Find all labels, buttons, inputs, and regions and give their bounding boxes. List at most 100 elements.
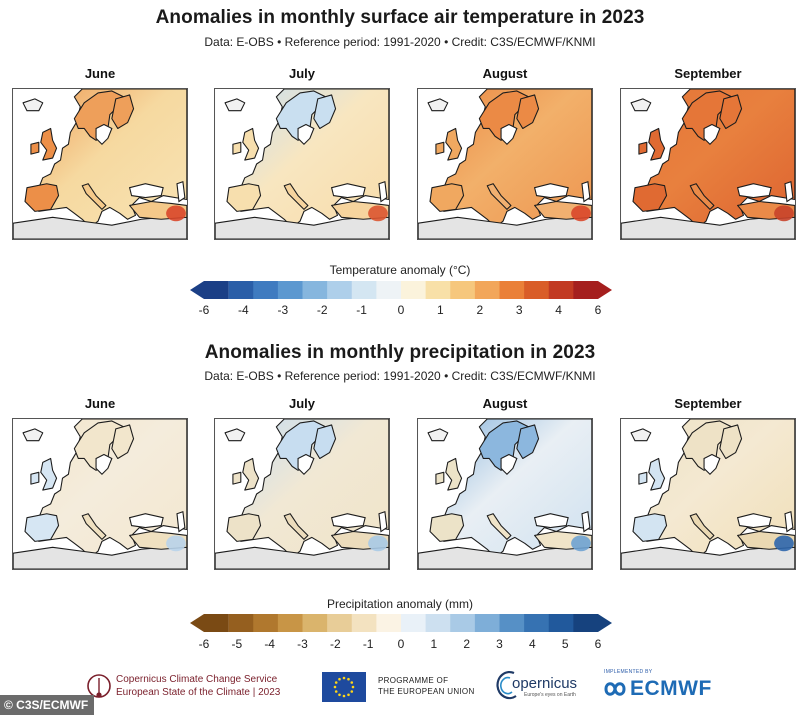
map-anomaly-patch xyxy=(166,205,186,222)
map-anomaly-patch xyxy=(571,205,591,222)
map-land-iberia xyxy=(226,513,262,542)
precip-colorbar-tick: -1 xyxy=(362,637,374,651)
map-land-iberia xyxy=(429,183,465,212)
map-land-italy xyxy=(283,183,309,210)
precip-colorbar-tick: 0 xyxy=(397,637,405,651)
temp-colorbar-swatch xyxy=(302,281,328,299)
temp-colorbar-swatch xyxy=(253,281,279,299)
map-land-italy xyxy=(486,183,512,210)
temp-colorbar-tick: 2 xyxy=(476,303,484,317)
map-land-italy xyxy=(689,183,715,210)
temp-colorbar-tick: -2 xyxy=(316,303,328,317)
map-land-ireland xyxy=(638,141,648,155)
temp-colorbar-swatch xyxy=(401,281,427,299)
precip-colorbar-title: Precipitation anomaly (mm) xyxy=(326,597,474,611)
map-land-africa xyxy=(418,214,592,239)
map-land-iberia xyxy=(24,183,60,212)
ecmwf-implemented-by: IMPLEMENTED BY xyxy=(604,669,653,675)
map-land-iceland xyxy=(630,98,652,112)
precip-colorbar-tick: 4 xyxy=(528,637,536,651)
eu-star-icon xyxy=(333,685,337,689)
temp-colorbar-tick: 3 xyxy=(515,303,523,317)
map-land-uk xyxy=(648,457,666,491)
map-land-iberia xyxy=(632,183,668,212)
copernicus-name: opernicus xyxy=(512,675,578,692)
map-land-scandinavia xyxy=(478,90,530,141)
map-land-finland xyxy=(719,94,743,130)
map-sea-black xyxy=(128,183,164,199)
precip-colorbar-swatch xyxy=(376,614,402,632)
precip-month-july: July xyxy=(288,396,315,411)
map-land-finland xyxy=(111,94,135,130)
temp-colorbar-swatch xyxy=(376,281,402,299)
map-land-africa xyxy=(13,544,187,569)
map-sea-black xyxy=(128,513,164,529)
temp-colorbar-swatch xyxy=(351,281,377,299)
map-land-finland xyxy=(516,94,540,130)
map-sea-caspian xyxy=(176,181,186,203)
map-anomaly-patch xyxy=(368,535,388,552)
precip-colorbar-swatch xyxy=(499,614,525,632)
map-sea-caspian xyxy=(378,511,388,533)
precip-map-june xyxy=(12,418,188,570)
map-land-africa xyxy=(621,214,795,239)
map-land-uk xyxy=(40,127,58,161)
eu-star-icon xyxy=(350,681,354,684)
eu-star-icon xyxy=(342,694,346,698)
temp-colorbar-swatch xyxy=(573,281,612,299)
map-sea-baltic xyxy=(500,123,518,146)
temp-colorbar-tick: -4 xyxy=(238,303,249,317)
temp-map-august xyxy=(417,88,593,240)
precip-month-june: June xyxy=(84,396,116,411)
map-land-iceland xyxy=(427,428,449,442)
temp-colorbar-swatch xyxy=(499,281,525,299)
credit-tag: © C3S/ECMWF xyxy=(0,695,95,715)
map-land-africa xyxy=(215,544,389,569)
copernicus-swoosh-icon xyxy=(496,670,517,700)
map-land-africa xyxy=(13,214,187,239)
map-land-iceland xyxy=(22,98,44,112)
temp-month-august: August xyxy=(482,66,528,81)
c3s-text: Copernicus Climate Change Service Europe… xyxy=(116,673,280,699)
c3s-line2: European State of the Climate | 2023 xyxy=(116,687,281,698)
map-land-scandinavia xyxy=(275,90,327,141)
precip-colorbar-swatch xyxy=(351,614,377,632)
temp-colorbar-swatch xyxy=(548,281,574,299)
precip-colorbar-swatch xyxy=(474,614,500,632)
map-land-ireland xyxy=(435,141,445,155)
temp-colorbar-tick: 0 xyxy=(397,303,405,317)
temp-month-july: July xyxy=(288,66,315,81)
eu-star-icon xyxy=(334,681,338,684)
temperature-title: Anomalies in monthly surface air tempera… xyxy=(155,7,645,28)
precip-colorbar-swatch xyxy=(425,614,451,632)
map-land-africa xyxy=(418,544,592,569)
precip-colorbar-tick: 3 xyxy=(496,637,503,651)
eu-star-icon xyxy=(338,693,341,697)
precip-map-july xyxy=(214,418,390,570)
temp-month-september: September xyxy=(674,66,742,81)
map-land-finland xyxy=(719,424,743,460)
precip-colorbar-swatch xyxy=(524,614,550,632)
map-land-uk xyxy=(648,127,666,161)
map-land-iberia xyxy=(24,513,60,542)
map-land-scandinavia xyxy=(275,420,327,471)
copernicus-sub: Europe's eyes on Earth xyxy=(524,692,576,698)
map-land-italy xyxy=(81,183,107,210)
map-land-uk xyxy=(445,457,463,491)
temp-colorbar-tick: 1 xyxy=(437,303,444,317)
precip-map-september xyxy=(620,418,796,570)
temp-colorbar-tick: 6 xyxy=(594,303,602,317)
map-land-ireland xyxy=(30,141,40,155)
map-sea-baltic xyxy=(500,453,518,476)
temperature-subtitle: Data: E-OBS • Reference period: 1991-202… xyxy=(204,35,596,49)
eu-star-icon xyxy=(338,677,341,681)
map-sea-caspian xyxy=(581,181,591,203)
map-sea-black xyxy=(736,183,772,199)
map-land-ireland xyxy=(232,141,242,155)
map-land-iceland xyxy=(630,428,652,442)
map-sea-caspian xyxy=(581,511,591,533)
precip-colorbar-tick: -5 xyxy=(231,637,243,651)
map-sea-black xyxy=(330,183,366,199)
map-sea-caspian xyxy=(784,181,794,203)
map-land-uk xyxy=(40,457,58,491)
